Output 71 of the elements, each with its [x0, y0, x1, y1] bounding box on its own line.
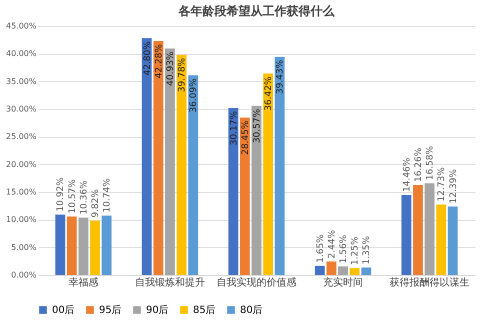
chart-title: 各年龄段希望从工作获得什么 — [178, 4, 336, 18]
legend-label: 80后 — [240, 304, 263, 316]
bar — [90, 220, 100, 275]
bar — [401, 194, 412, 275]
bar — [78, 218, 88, 275]
bar — [350, 268, 360, 275]
data-label: 12.73% — [437, 166, 448, 202]
legend-label: 85后 — [193, 304, 216, 316]
y-tick-label: 30.00% — [6, 104, 37, 114]
x-tick-label: 幸福感 — [68, 276, 98, 288]
y-tick-label: 10.00% — [6, 215, 37, 224]
y-tick-label: 40.00% — [6, 49, 37, 58]
bar — [413, 185, 423, 275]
bar — [165, 48, 175, 275]
bar — [326, 262, 336, 275]
bar — [55, 214, 66, 275]
data-label: 10.36% — [79, 180, 90, 215]
bar — [361, 268, 372, 275]
data-label: 1.35% — [362, 235, 372, 265]
bar — [66, 216, 77, 275]
data-label: 16.26% — [414, 147, 424, 182]
data-label: 36.09% — [189, 78, 200, 113]
data-label: 10.57% — [68, 178, 78, 214]
legend-label: 00后 — [52, 304, 75, 316]
bar — [142, 38, 152, 275]
x-tick-label: 自我锻炼和提升 — [134, 276, 205, 288]
y-tick-label: 15.00% — [6, 188, 37, 196]
bar — [436, 204, 446, 275]
data-label: 16.58% — [426, 145, 436, 180]
y-tick-label: 5.00% — [11, 242, 37, 252]
bar — [176, 54, 186, 275]
bar — [338, 266, 348, 275]
bar — [188, 75, 198, 275]
data-label: 10.92% — [56, 176, 66, 212]
data-label: 14.46% — [402, 157, 412, 192]
data-label: 12.39% — [448, 168, 459, 204]
legend-label: 95后 — [99, 304, 122, 316]
data-label: 1.25% — [350, 236, 361, 266]
y-tick-label: 0.00% — [11, 270, 37, 280]
bar — [240, 118, 250, 275]
data-label: 2.44% — [327, 229, 338, 258]
data-label: 42.80% — [142, 40, 153, 76]
bar — [102, 216, 112, 275]
bar — [448, 206, 458, 275]
y-tick-label: 35.00% — [6, 76, 37, 86]
data-label: 39.78% — [178, 57, 188, 92]
data-label: 1.65% — [316, 234, 326, 263]
x-tick-label: 自我实现的价值感 — [216, 276, 296, 288]
legend-label: 90后 — [146, 304, 169, 316]
data-label: 30.17% — [229, 110, 240, 146]
x-tick-label: 充实时间 — [323, 276, 364, 288]
y-tick-label: 20.00% — [6, 160, 37, 169]
bar — [274, 56, 285, 275]
data-label: 36.42% — [264, 76, 274, 111]
bar — [314, 266, 325, 275]
bar — [424, 183, 434, 275]
data-label: 28.45% — [240, 120, 251, 155]
bar — [263, 73, 274, 275]
data-label: 1.56% — [339, 234, 350, 264]
x-tick-label: 获得报酬得以谋生 — [390, 276, 470, 288]
data-label: 30.57% — [252, 108, 262, 144]
data-label: 40.93% — [166, 51, 176, 86]
y-tick-label: 25.00% — [6, 132, 37, 142]
data-label: 10.74% — [102, 178, 113, 213]
bar — [228, 108, 238, 275]
data-label: 39.43% — [276, 59, 286, 94]
bar — [153, 41, 164, 275]
data-label: 9.82% — [91, 188, 102, 218]
bar — [252, 106, 262, 275]
y-tick-label: 45.00% — [6, 22, 37, 30]
data-label: 42.28% — [154, 44, 164, 78]
